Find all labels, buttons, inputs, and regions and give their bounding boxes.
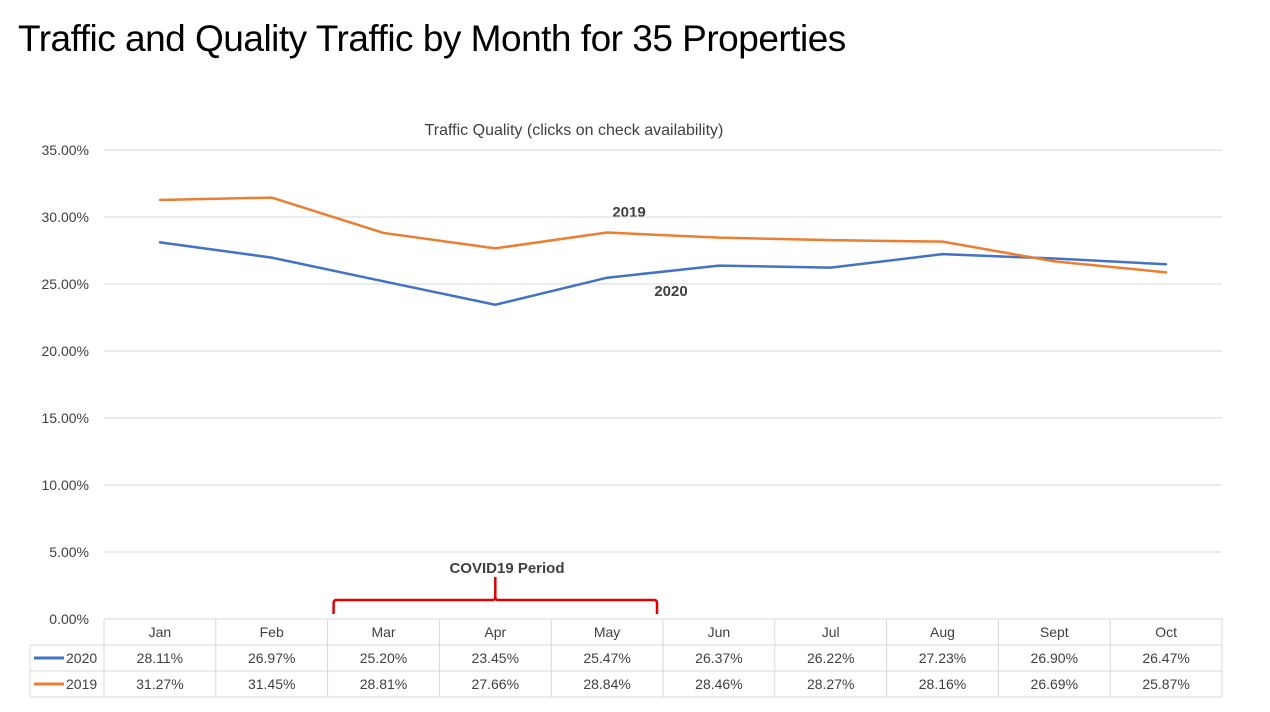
y-tick-label: 35.00% <box>42 142 89 158</box>
data-point-2020 <box>382 280 385 283</box>
x-tick-label: Mar <box>371 624 395 640</box>
table-cell: 28.16% <box>919 676 966 692</box>
x-tick-label: Aug <box>930 624 955 640</box>
y-tick-label: 10.00% <box>42 477 89 493</box>
y-tick-label: 25.00% <box>42 276 89 292</box>
table-cell: 31.45% <box>248 676 295 692</box>
y-tick-label: 20.00% <box>42 343 89 359</box>
x-tick-label: Oct <box>1155 624 1177 640</box>
table-cell: 25.20% <box>360 650 407 666</box>
data-point-2019 <box>605 231 609 234</box>
data-point-2020 <box>158 241 162 244</box>
table-cell: 26.37% <box>695 650 742 666</box>
data-point-2019 <box>829 238 832 242</box>
table-cell: 25.47% <box>583 650 630 666</box>
x-tick-label: Sept <box>1040 624 1069 640</box>
y-tick-label: 30.00% <box>42 209 89 225</box>
data-point-2019 <box>1053 260 1056 263</box>
table-cell: 28.81% <box>360 676 407 692</box>
table-cell: 31.27% <box>136 676 183 692</box>
data-point-2020 <box>829 266 832 269</box>
table-cell: 26.47% <box>1142 650 1189 666</box>
annotation-2020: 2020 <box>654 283 687 300</box>
data-point-2020 <box>717 264 721 267</box>
data-point-2020 <box>270 256 273 259</box>
y-tick-label: 5.00% <box>49 544 89 560</box>
x-tick-label: Jun <box>708 624 731 640</box>
table-cell: 28.27% <box>807 676 854 692</box>
x-tick-label: Jul <box>822 624 840 640</box>
table-cell: 28.84% <box>583 676 630 692</box>
table-cell: 25.87% <box>1142 676 1189 692</box>
table-cell: 26.97% <box>248 650 295 666</box>
data-point-2020 <box>1164 263 1168 266</box>
legend-label: 2019 <box>66 676 97 692</box>
data-point-2020 <box>605 276 609 279</box>
x-tick-label: Jan <box>149 624 172 640</box>
y-tick-label: 0.00% <box>49 611 89 627</box>
annotation-covid: COVID19 Period <box>449 560 564 577</box>
table-cell: 27.23% <box>919 650 966 666</box>
chart-title: Traffic Quality (clicks on check availab… <box>425 122 724 139</box>
data-point-2019 <box>494 247 497 250</box>
table-cell: 26.22% <box>807 650 854 666</box>
data-point-2020 <box>494 303 497 306</box>
x-tick-label: Apr <box>484 624 506 640</box>
data-point-2019 <box>382 231 385 235</box>
annotation-2019: 2019 <box>612 204 645 221</box>
series-line-2019 <box>159 196 1167 274</box>
data-point-2019 <box>270 196 273 199</box>
slide-title: Traffic and Quality Traffic by Month for… <box>18 18 846 59</box>
table-cell: 27.66% <box>472 676 519 692</box>
table-cell: 28.11% <box>137 650 183 666</box>
table-cell: 26.90% <box>1031 650 1078 666</box>
data-point-2019 <box>717 236 721 239</box>
legend-label: 2020 <box>66 650 97 666</box>
covid-bracket <box>332 577 659 614</box>
table-cell: 26.69% <box>1031 676 1078 692</box>
y-tick-label: 15.00% <box>42 410 89 426</box>
data-point-2019 <box>158 198 162 202</box>
x-tick-label: Feb <box>260 624 284 640</box>
data-point-2020 <box>1053 257 1056 260</box>
series-line-2020 <box>159 241 1167 307</box>
data-point-2019 <box>941 240 944 243</box>
x-tick-label: May <box>594 624 620 640</box>
table-cell: 28.46% <box>695 676 742 692</box>
data-point-2020 <box>941 252 944 256</box>
data-point-2019 <box>1164 271 1168 274</box>
table-cell: 23.45% <box>472 650 519 666</box>
